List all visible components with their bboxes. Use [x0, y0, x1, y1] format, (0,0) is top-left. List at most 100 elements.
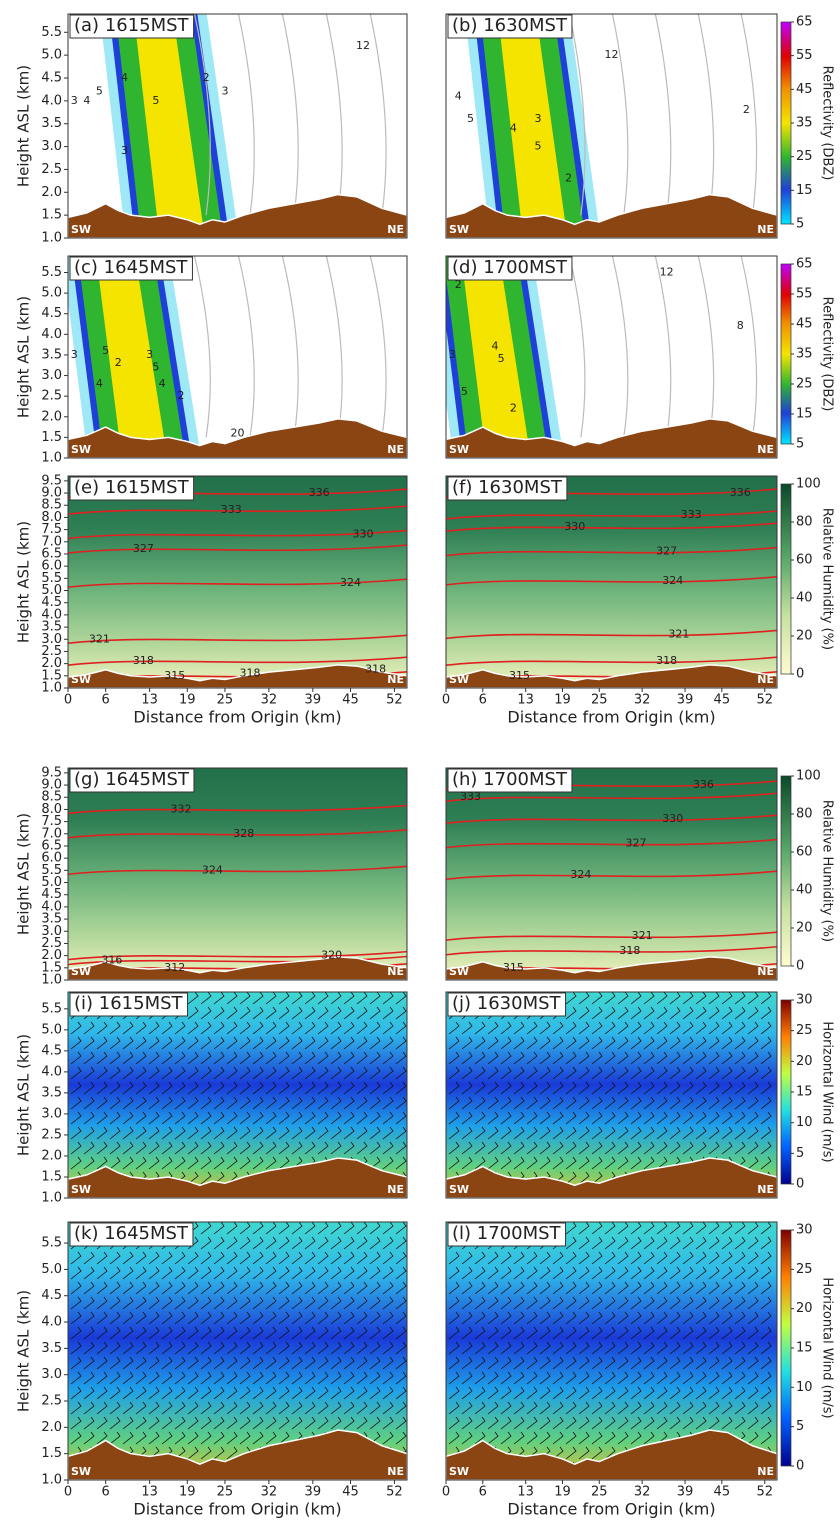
- panel-title: (b) 1630MST: [452, 15, 568, 36]
- wind-barb: [487, 1296, 499, 1310]
- y-tick-label: 9.5: [41, 473, 62, 488]
- wind-barb: [630, 1236, 642, 1250]
- wind-barb: [656, 1326, 668, 1340]
- wind-barb: [565, 1081, 577, 1095]
- contour-label: 315: [509, 669, 530, 682]
- wind-barb: [278, 1156, 290, 1170]
- x-tick-label: 0: [442, 1485, 450, 1500]
- wind-barb: [604, 1386, 616, 1400]
- wind-barb: [682, 1266, 694, 1280]
- wind-barb: [604, 1021, 616, 1035]
- wind-barb: [513, 1281, 525, 1295]
- wind-barb: [304, 1141, 316, 1155]
- wind-barb: [187, 1066, 199, 1080]
- wind-barb: [695, 1222, 707, 1235]
- wind-barb: [148, 1036, 160, 1050]
- x-tick-label: 13: [517, 1485, 534, 1500]
- wind-barb: [161, 1141, 173, 1155]
- y-tick-label: 1.0: [41, 1191, 62, 1206]
- wind-barb: [382, 1051, 394, 1065]
- wind-barb: [643, 1296, 655, 1310]
- x-tick-label: 52: [756, 693, 773, 708]
- y-tick-label: 3.5: [41, 620, 62, 635]
- wind-barb: [591, 1222, 603, 1235]
- wind-barb: [330, 992, 342, 1005]
- y-tick-label: 4.5: [41, 1043, 62, 1058]
- wind-barb: [369, 1416, 381, 1430]
- wind-barb: [448, 1111, 460, 1125]
- wind-barb: [513, 1401, 525, 1415]
- wind-barb: [552, 1401, 564, 1415]
- contour-label: 5: [461, 385, 468, 398]
- contour-label: 12: [605, 48, 619, 61]
- wind-barb: [617, 1236, 629, 1250]
- wind-barb: [395, 1356, 407, 1370]
- wind-barb: [369, 1066, 381, 1080]
- wind-barb: [539, 1051, 551, 1065]
- wind-barb: [226, 1341, 238, 1355]
- wind-barb: [213, 1311, 225, 1325]
- wind-barb: [291, 1356, 303, 1370]
- panel-frame: [445, 1221, 778, 1481]
- y-axis-label: Height ASL (km): [15, 813, 33, 935]
- wind-barb: [695, 1266, 707, 1280]
- colorbar-tick-label: 15: [796, 1341, 813, 1356]
- wind-barb: [382, 1266, 394, 1280]
- wind-barb: [643, 1251, 655, 1265]
- wind-barb: [682, 1236, 694, 1250]
- wind-barb: [317, 1251, 329, 1265]
- wind-barb: [734, 1401, 746, 1415]
- wind-barb: [187, 1446, 199, 1460]
- wind-barb: [500, 1111, 512, 1125]
- wind-barb: [395, 1021, 407, 1035]
- wind-barb: [591, 1251, 603, 1265]
- wind-barb: [669, 1371, 681, 1385]
- wind-barb: [747, 1416, 759, 1430]
- wind-barb: [304, 1126, 316, 1140]
- wind-barb: [291, 1141, 303, 1155]
- wind-barb: [760, 1341, 772, 1355]
- wind-barb: [565, 992, 577, 1005]
- wind-barb: [382, 1356, 394, 1370]
- wind-barb: [187, 1051, 199, 1065]
- wind-barb: [317, 1222, 329, 1235]
- wind-barb: [565, 1126, 577, 1140]
- wind-barb: [682, 1141, 694, 1155]
- wind-barb: [461, 1156, 473, 1170]
- contour-label: 12: [356, 39, 370, 52]
- contour-label: 2: [455, 278, 462, 291]
- wind-barb: [200, 1066, 212, 1080]
- wind-barb: [487, 1021, 499, 1035]
- wind-barb: [213, 1126, 225, 1140]
- y-axis-label: Height ASL (km): [15, 1034, 33, 1156]
- corner-label: NE: [757, 1465, 774, 1478]
- wind-barb: [669, 1386, 681, 1400]
- x-tick-label: 25: [591, 693, 608, 708]
- wind-barb: [174, 1251, 186, 1265]
- wind-barb: [291, 1386, 303, 1400]
- wind-barb: [461, 1051, 473, 1065]
- wind-barb: [747, 992, 759, 1005]
- wind-barb: [695, 1311, 707, 1325]
- wind-barb: [669, 1141, 681, 1155]
- contour-label: 318: [656, 654, 677, 667]
- x-tick-label: 6: [102, 693, 110, 708]
- wind-barb: [708, 1096, 720, 1110]
- colorbar-label: Horizontal Wind (m/s): [820, 1277, 835, 1418]
- wind-barb: [187, 1296, 199, 1310]
- wind-barb: [760, 1311, 772, 1325]
- title-box: [69, 768, 195, 793]
- panel-frame: [67, 1221, 408, 1481]
- wind-barb: [70, 1356, 82, 1370]
- wind-barb: [565, 1371, 577, 1385]
- wind-barb: [148, 1111, 160, 1125]
- wind-barb: [239, 1126, 251, 1140]
- wind-barb: [252, 1281, 264, 1295]
- isentrope: [446, 931, 777, 941]
- panel-frame: [67, 13, 408, 239]
- wind-barb: [70, 1341, 82, 1355]
- wind-barb: [565, 1156, 577, 1170]
- wind-barb: [187, 992, 199, 1005]
- wind-barb: [70, 1281, 82, 1295]
- panel: [68, 256, 407, 458]
